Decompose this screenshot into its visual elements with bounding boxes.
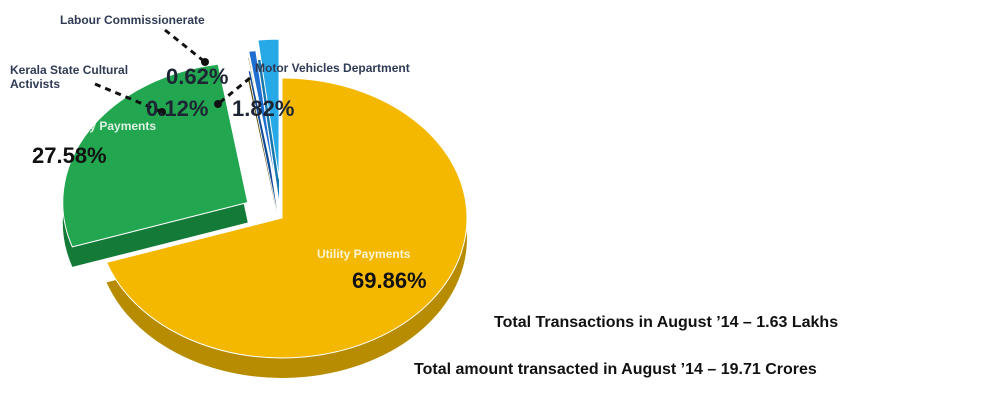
value-motor-vehicles: 1.82% xyxy=(232,96,294,121)
label-utility-payments: Utility Payments xyxy=(317,247,411,261)
label-kerala-line1: Kerala State Cultural xyxy=(10,63,128,77)
leader-kerala-cultural-dot xyxy=(158,108,166,116)
slice-university-payments xyxy=(62,63,249,248)
leader-motor-vehicles xyxy=(217,76,251,106)
value-labour-commissionerate: 0.62% xyxy=(166,64,228,89)
slice-utility-payments xyxy=(105,77,468,359)
leader-labour-commissionerate-dot xyxy=(201,58,209,66)
slice-labour-commissionerate xyxy=(248,50,278,190)
value-university-payments: 27.58% xyxy=(32,143,107,168)
label-kerala-line2: Activists xyxy=(10,77,60,91)
total-transactions-text: Total Transactions in August ’14 – 1.63 … xyxy=(494,314,839,331)
slice-kerala-state-cultural-activists xyxy=(247,56,278,196)
leader-motor-vehicles-dot xyxy=(214,100,222,108)
label-labour-commissionerate: Labour Commissionerate xyxy=(60,13,205,27)
slice-side-labour-commissionerate xyxy=(248,70,277,210)
label-motor-vehicles: Motor Vehicles Department xyxy=(255,61,410,75)
leader-kerala-cultural xyxy=(94,82,163,114)
leader-lines xyxy=(94,28,251,116)
label-university-payments: University Payments xyxy=(38,119,156,133)
pie-slices xyxy=(62,38,468,359)
total-amount-text: Total amount transacted in August ’14 – … xyxy=(414,361,817,378)
slice-motor-vehicles-department xyxy=(257,38,280,180)
pie-labels: Labour Commissionerate Kerala State Cult… xyxy=(10,13,427,293)
leader-labour-commissionerate xyxy=(164,28,206,64)
value-utility-payments: 69.86% xyxy=(352,268,427,293)
slice-side-kerala-state-cultural-activists xyxy=(247,77,278,216)
value-kerala-cultural: 0.12% xyxy=(146,96,208,121)
